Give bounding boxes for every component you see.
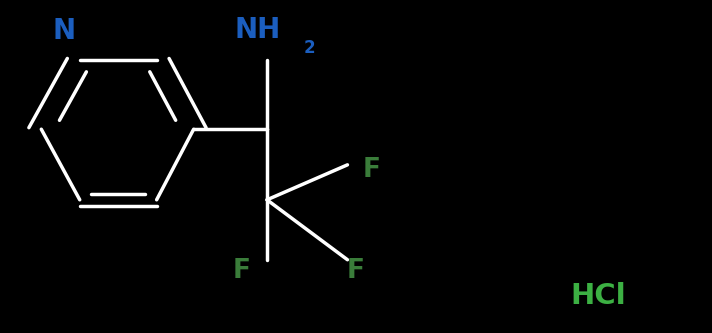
Text: HCl: HCl <box>570 282 626 310</box>
Text: F: F <box>347 258 365 284</box>
Text: F: F <box>233 258 251 284</box>
Text: 2: 2 <box>304 39 315 57</box>
Text: N: N <box>53 17 75 45</box>
Text: NH: NH <box>235 16 281 44</box>
Text: F: F <box>363 157 381 183</box>
